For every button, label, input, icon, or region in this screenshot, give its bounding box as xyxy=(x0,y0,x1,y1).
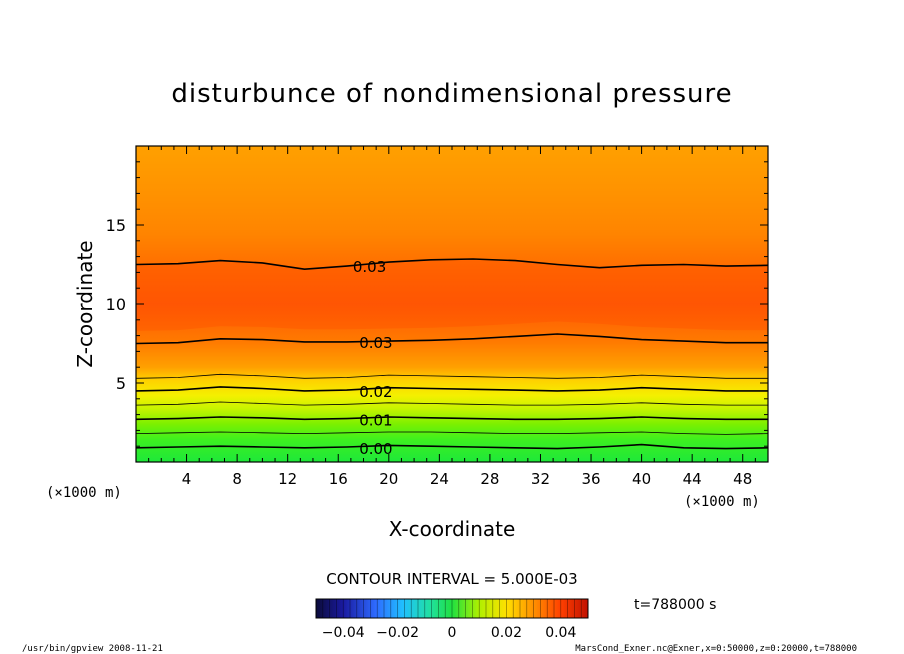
contour-label: 0.03 xyxy=(353,258,386,276)
x-axis-label: X-coordinate xyxy=(389,517,516,541)
footer-left: /usr/bin/gpview 2008-11-21 xyxy=(22,644,163,654)
field-bands xyxy=(136,259,768,331)
contour-line xyxy=(135,416,768,421)
x-axis-ticks: 4 8 12 16 20 24 28 32 36 40 44 48 xyxy=(148,146,756,488)
contour-line xyxy=(135,386,768,392)
y-tick-label: 10 xyxy=(106,295,126,314)
contour-labels: 0.03 0.03 0.02 0.01 0.00 xyxy=(353,258,393,458)
colorbar-stripes xyxy=(322,599,582,618)
x-tick-label: 16 xyxy=(329,470,348,488)
x-tick-label: 44 xyxy=(683,470,702,488)
contour-line xyxy=(135,401,768,406)
colorbar-tick-label: 0.02 xyxy=(491,625,522,641)
peak-band xyxy=(136,259,768,331)
x-tick-label: 36 xyxy=(581,470,600,488)
contour-line xyxy=(135,258,769,271)
x-tick-label: 48 xyxy=(733,470,752,488)
colorbar-tick-label: 0.04 xyxy=(545,625,576,641)
contour-label: 0.02 xyxy=(359,383,392,401)
y-axis-label: Z-coordinate xyxy=(73,240,97,367)
contour-interval: CONTOUR INTERVAL = 5.000E-03 xyxy=(326,570,577,588)
contour-line xyxy=(135,443,769,450)
x-tick-label: 40 xyxy=(632,470,651,488)
colorbar-tick-label: −0.04 xyxy=(322,625,365,641)
contour-lines xyxy=(135,258,769,450)
contour-label: 0.03 xyxy=(359,334,392,352)
y-tick-label: 15 xyxy=(106,216,126,235)
x-tick-label: 8 xyxy=(232,470,242,488)
footer-right: MarsCond_Exner.nc@Exner,x=0:50000,z=0:20… xyxy=(575,644,857,654)
x-tick-label: 12 xyxy=(278,470,297,488)
x-tick-label: 20 xyxy=(379,470,398,488)
contour-line xyxy=(135,431,769,435)
contour-label: 0.01 xyxy=(359,411,392,429)
colorbar-frame xyxy=(315,598,589,619)
y-axis-ticks: 5 10 15 xyxy=(106,161,768,447)
x-unit-label-left: (×1000 m) xyxy=(46,485,122,501)
x-tick-label: 4 xyxy=(182,470,192,488)
chart-title: disturbunce of nondimensional pressure xyxy=(171,79,732,109)
colorbar-tick-label: −0.02 xyxy=(376,625,419,641)
time-label: t=788000 s xyxy=(634,597,716,613)
contour-line xyxy=(135,333,768,345)
plot-field xyxy=(136,146,768,462)
contour-line xyxy=(135,373,768,379)
x-unit-label-right: (×1000 m) xyxy=(684,494,760,510)
x-tick-label: 28 xyxy=(480,470,499,488)
contour-label: 0.00 xyxy=(359,440,392,458)
x-tick-label: 32 xyxy=(531,470,550,488)
y-tick-label: 5 xyxy=(116,374,126,393)
colorbar-ticks: −0.04 −0.02 0 0.02 0.04 xyxy=(322,625,577,641)
colorbar-tick-label: 0 xyxy=(448,625,457,641)
x-tick-label: 24 xyxy=(430,470,449,488)
